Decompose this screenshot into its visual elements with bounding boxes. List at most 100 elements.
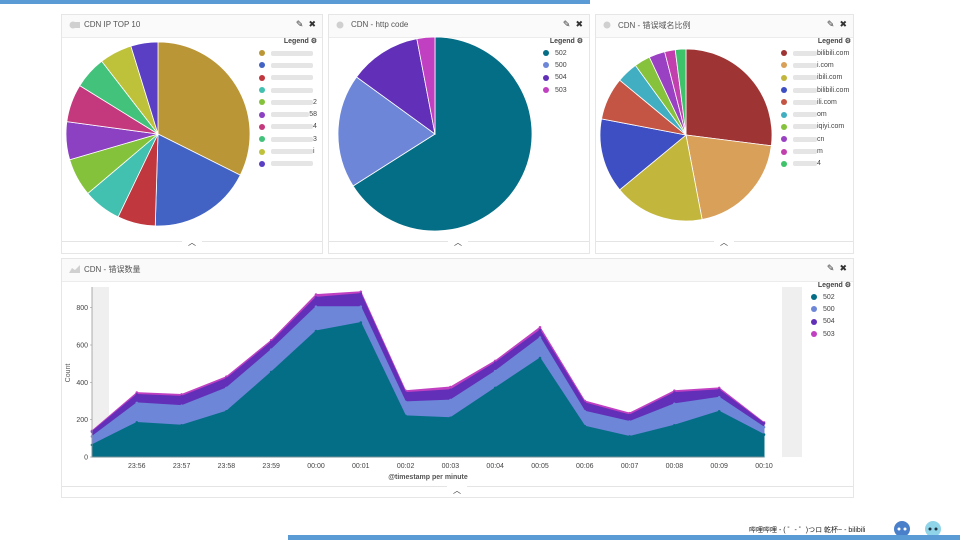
data-point-502[interactable] bbox=[359, 321, 363, 324]
data-point-500[interactable] bbox=[493, 369, 497, 373]
data-point-502[interactable] bbox=[314, 329, 318, 333]
legend-item[interactable] bbox=[259, 59, 317, 71]
legend-item[interactable]: i bbox=[259, 145, 317, 157]
data-point-504[interactable] bbox=[135, 393, 139, 396]
edit-pencil-icon[interactable]: ✎ bbox=[562, 19, 571, 29]
data-point-500[interactable] bbox=[269, 348, 273, 351]
edit-pencil-icon[interactable]: ✎ bbox=[826, 263, 835, 273]
edit-pencil-icon[interactable]: ✎ bbox=[295, 19, 304, 29]
pie-slice-10[interactable] bbox=[130, 41, 159, 135]
data-point-504[interactable] bbox=[314, 296, 318, 299]
legend-item[interactable] bbox=[259, 158, 317, 170]
data-point-500[interactable] bbox=[717, 395, 721, 399]
data-point-503[interactable] bbox=[314, 293, 318, 296]
collapse-chevron-up-icon[interactable]: ︿ bbox=[714, 237, 734, 247]
settings-gear-icon[interactable]: ⚙ bbox=[844, 282, 851, 289]
data-point-503[interactable] bbox=[135, 391, 139, 394]
settings-gear-icon[interactable]: ⚙ bbox=[844, 38, 851, 45]
legend-item[interactable]: 500 bbox=[543, 59, 583, 71]
legend-item[interactable]: ili.com bbox=[781, 96, 851, 108]
data-point-502[interactable] bbox=[538, 356, 542, 360]
data-point-502[interactable] bbox=[628, 435, 631, 438]
data-point-504[interactable] bbox=[628, 413, 631, 417]
close-icon[interactable]: ✖ bbox=[308, 19, 316, 29]
pie-slice-4[interactable] bbox=[599, 118, 687, 191]
legend-item[interactable] bbox=[259, 72, 317, 84]
legend-item[interactable]: 503 bbox=[543, 84, 583, 96]
data-point-504[interactable] bbox=[404, 391, 407, 394]
data-point-504[interactable] bbox=[493, 361, 497, 365]
legend-item[interactable]: bilibili.com bbox=[781, 84, 851, 96]
pie-slice-2[interactable] bbox=[154, 133, 241, 227]
data-point-500[interactable] bbox=[762, 425, 766, 429]
legend-item[interactable]: 502 bbox=[543, 47, 583, 59]
data-point-500[interactable] bbox=[135, 401, 139, 405]
data-point-502[interactable] bbox=[269, 370, 273, 374]
data-point-502[interactable] bbox=[449, 416, 452, 420]
data-point-504[interactable] bbox=[538, 328, 542, 332]
data-point-503[interactable] bbox=[225, 375, 228, 379]
data-point-504[interactable] bbox=[449, 388, 452, 392]
collapse-chevron-up-icon[interactable]: ︿ bbox=[448, 237, 468, 247]
data-point-500[interactable] bbox=[538, 336, 542, 339]
pie-slice-503[interactable] bbox=[416, 37, 436, 135]
data-point-502[interactable] bbox=[673, 423, 676, 427]
data-point-504[interactable] bbox=[359, 292, 363, 295]
pie-slice-1[interactable] bbox=[157, 41, 251, 176]
data-point-503[interactable] bbox=[449, 385, 452, 389]
collapse-chevron-up-icon[interactable]: ︿ bbox=[182, 237, 202, 247]
pie-slice-1[interactable] bbox=[685, 48, 773, 147]
data-point-503[interactable] bbox=[180, 393, 183, 396]
edit-pencil-icon[interactable]: ✎ bbox=[826, 19, 835, 29]
legend-item[interactable] bbox=[259, 47, 317, 59]
data-point-503[interactable] bbox=[538, 325, 542, 329]
legend-item[interactable]: 4 bbox=[259, 121, 317, 133]
data-point-504[interactable] bbox=[762, 422, 766, 425]
legend-item[interactable]: 503 bbox=[811, 328, 851, 340]
data-point-503[interactable] bbox=[493, 359, 497, 363]
legend-item[interactable]: om bbox=[781, 108, 851, 120]
legend-item[interactable]: 500 bbox=[811, 303, 851, 315]
pie-slice-10[interactable] bbox=[674, 48, 687, 136]
data-point-502[interactable] bbox=[225, 409, 228, 413]
legend-item[interactable]: 504 bbox=[543, 72, 583, 84]
data-point-503[interactable] bbox=[359, 290, 363, 294]
data-point-502[interactable] bbox=[404, 414, 407, 418]
settings-gear-icon[interactable]: ⚙ bbox=[310, 38, 317, 45]
data-point-500[interactable] bbox=[404, 400, 407, 404]
legend-item[interactable]: bilibili.com bbox=[781, 47, 851, 59]
legend-item[interactable]: 4 bbox=[781, 158, 851, 170]
data-point-502[interactable] bbox=[493, 386, 497, 390]
data-point-500[interactable] bbox=[583, 409, 587, 413]
data-point-503[interactable] bbox=[628, 411, 631, 415]
legend-item[interactable]: 58 bbox=[259, 108, 317, 120]
data-point-502[interactable] bbox=[135, 421, 139, 424]
data-point-500[interactable] bbox=[225, 386, 228, 390]
collapse-chevron-up-icon[interactable]: ︿ bbox=[447, 485, 467, 495]
pie-slice-2[interactable] bbox=[685, 134, 772, 220]
data-point-502[interactable] bbox=[762, 433, 766, 436]
pie-slice-3[interactable] bbox=[619, 134, 703, 222]
data-point-500[interactable] bbox=[449, 398, 452, 402]
data-point-502[interactable] bbox=[583, 424, 587, 428]
pie-slice-504[interactable] bbox=[355, 38, 436, 135]
legend-item[interactable] bbox=[259, 84, 317, 96]
data-point-500[interactable] bbox=[180, 404, 183, 407]
settings-gear-icon[interactable]: ⚙ bbox=[576, 38, 583, 45]
legend-item[interactable]: 3 bbox=[259, 133, 317, 145]
pie-slice-502[interactable] bbox=[352, 37, 533, 232]
data-point-503[interactable] bbox=[673, 389, 676, 393]
legend-item[interactable]: 504 bbox=[811, 316, 851, 328]
data-point-500[interactable] bbox=[628, 420, 631, 423]
legend-item[interactable]: iqiyi.com bbox=[781, 121, 851, 133]
data-point-504[interactable] bbox=[583, 401, 587, 405]
data-point-504[interactable] bbox=[225, 377, 228, 380]
data-point-504[interactable] bbox=[180, 395, 183, 398]
legend-item[interactable]: i.com bbox=[781, 59, 851, 71]
legend-item[interactable]: m bbox=[781, 145, 851, 157]
close-icon[interactable]: ✖ bbox=[839, 19, 847, 29]
data-point-504[interactable] bbox=[269, 340, 273, 344]
data-point-500[interactable] bbox=[673, 402, 676, 406]
close-icon[interactable]: ✖ bbox=[839, 263, 847, 273]
pie-slice-500[interactable] bbox=[337, 76, 436, 187]
